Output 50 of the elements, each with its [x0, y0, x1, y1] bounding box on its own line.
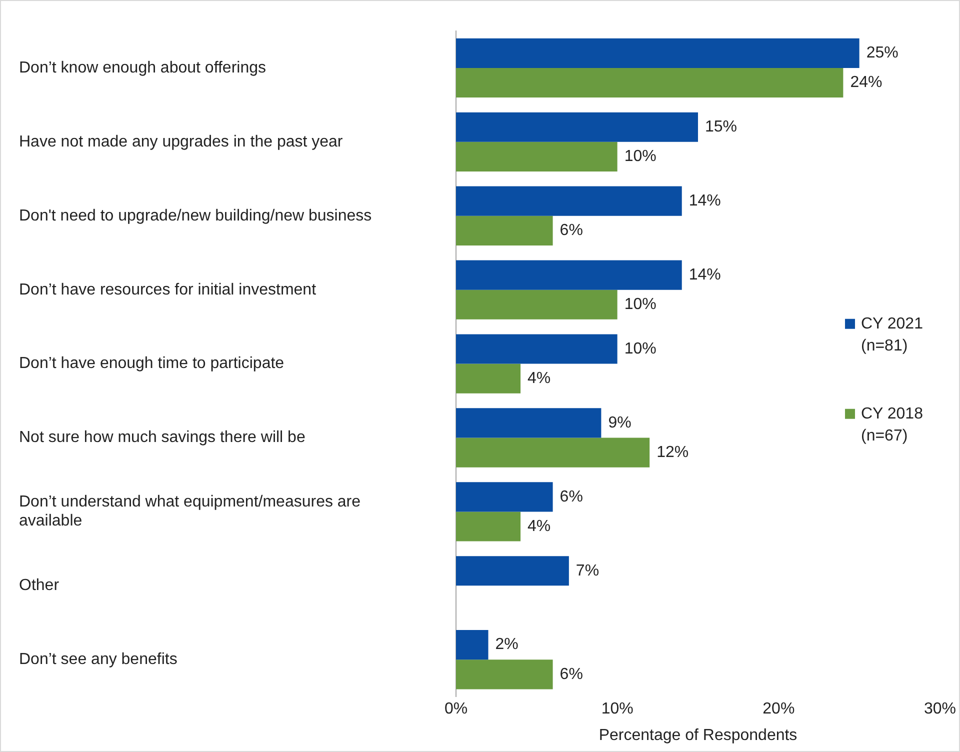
- bar: [456, 364, 521, 394]
- bar: [456, 260, 682, 290]
- data-label: 7%: [576, 562, 600, 580]
- data-label: 10%: [624, 296, 656, 314]
- bar: [456, 512, 521, 542]
- data-label: 15%: [704, 118, 738, 136]
- legend-label: CY 2021 (n=81): [860, 315, 924, 354]
- data-label: 10%: [624, 148, 656, 166]
- bar: [456, 408, 602, 438]
- bar: [456, 290, 618, 320]
- bar: [456, 142, 618, 172]
- data-label: 10%: [624, 340, 656, 358]
- legend-label: CY 2018 (n=67): [860, 405, 924, 444]
- bar: [456, 112, 698, 142]
- bar: [456, 556, 569, 586]
- bar: [456, 438, 650, 468]
- data-label: 6%: [560, 488, 583, 506]
- data-label: 4%: [528, 370, 551, 387]
- data-label: 4%: [528, 518, 551, 535]
- y-tick-label: Don't need to upgrade/new building/new business: [19, 207, 372, 224]
- data-label: 14%: [688, 192, 721, 210]
- x-tick-label: 20%: [762, 700, 795, 718]
- bar: [456, 630, 488, 660]
- y-tick-label: Have not made any upgrades in the past year: [19, 133, 344, 150]
- bar: [456, 68, 844, 98]
- data-label: 24%: [850, 74, 882, 92]
- data-label: 9%: [608, 414, 632, 432]
- data-label: 12%: [656, 444, 689, 461]
- data-label: 25%: [866, 44, 898, 62]
- data-label: 2%: [495, 636, 518, 654]
- x-axis-title: Percentage of Respondents: [598, 726, 798, 744]
- bar: [456, 334, 618, 364]
- y-tick-label: Don’t understand what equipment/measures are available: [19, 494, 361, 530]
- bar: [456, 38, 860, 68]
- y-tick-label: Don’t have resources for initial investment: [19, 281, 317, 298]
- x-tick-label: 10%: [601, 700, 634, 718]
- x-tick-label: 0%: [444, 700, 468, 718]
- bar: [456, 482, 553, 512]
- data-label: 14%: [688, 266, 721, 284]
- y-tick-label: Other: [19, 577, 60, 594]
- y-tick-label: Don’t have enough time to participate: [19, 355, 284, 372]
- bar: [456, 660, 553, 690]
- y-tick-label: Not sure how much savings there will be: [19, 429, 306, 446]
- data-label: 6%: [560, 222, 583, 240]
- data-label: 6%: [560, 666, 583, 683]
- y-tick-label: Don’t know enough about offerings: [19, 59, 266, 76]
- bar: [456, 186, 682, 216]
- x-tick-label: 30%: [924, 700, 956, 718]
- y-tick-label: Don’t see any benefits: [19, 651, 178, 668]
- bar: [456, 216, 553, 246]
